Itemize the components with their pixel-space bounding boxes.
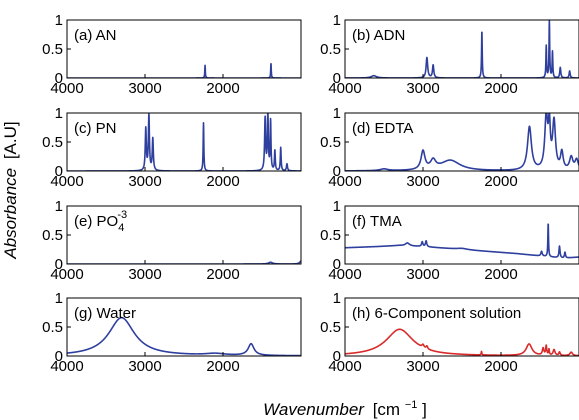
x-tick-label: 3000 xyxy=(128,266,161,283)
x-tick-label: 3000 xyxy=(128,80,161,97)
y-tick-label: 1 xyxy=(333,12,341,29)
panel-label-c: (c) PN xyxy=(74,120,117,137)
panel-a: 0 0.5 1 4000 3000 2000 (a) AN xyxy=(42,12,302,97)
y-tick-label: 1 xyxy=(55,198,63,215)
x-axis-title-unit-exponent: −1 xyxy=(405,399,418,411)
y-tick-label: 0 xyxy=(55,256,63,273)
panel-d: 0 0.5 1 4000 3000 2000 (d) EDTA xyxy=(320,105,579,190)
x-tick-label: 4000 xyxy=(328,266,361,283)
x-tick-label: 2000 xyxy=(484,80,517,97)
x-tick-label: 3000 xyxy=(128,358,161,375)
x-axis-title-unit-suffix: ] xyxy=(422,400,427,419)
spectrum-line-g xyxy=(67,316,301,356)
x-tick-label: 3000 xyxy=(128,173,161,190)
x-tick-label: 3000 xyxy=(406,173,439,190)
y-tick-label: 0 xyxy=(333,256,341,273)
panel-label-f: (f) TMA xyxy=(352,213,402,230)
panel-h: 0 0.5 1 4000 3000 2000 (h) 6-Component solutio… xyxy=(320,290,579,375)
panel-label-g: (g) Water xyxy=(74,305,136,322)
y-axis-title-unit: [A.U] xyxy=(1,121,20,159)
panel-f: 0 0.5 1 4000 3000 2000 (f) TMA xyxy=(320,198,579,283)
x-tick-label: 3000 xyxy=(406,80,439,97)
panel-label-e: (e) PO4-3 xyxy=(74,209,127,234)
x-axis-title-quantity: Wavenumber xyxy=(263,400,365,419)
y-tick-label: 0 xyxy=(333,70,341,87)
spectrum-line-h xyxy=(345,328,579,356)
x-tick-label: 4000 xyxy=(328,358,361,375)
y-tick-label: 1 xyxy=(333,105,341,122)
y-tick-label: 0 xyxy=(333,348,341,365)
y-axis-title-quantity: Absorbance xyxy=(1,168,20,260)
x-tick-label: 2000 xyxy=(206,266,239,283)
spectrum-line-a xyxy=(67,63,301,78)
y-tick-label: 0.5 xyxy=(42,227,63,244)
x-tick-label: 3000 xyxy=(406,266,439,283)
y-tick-label: 0.5 xyxy=(320,134,341,151)
y-tick-label: 1 xyxy=(55,105,63,122)
y-tick-label: 0.5 xyxy=(42,41,63,58)
y-tick-label: 0.5 xyxy=(42,319,63,336)
x-tick-label: 2000 xyxy=(206,173,239,190)
x-tick-label: 2000 xyxy=(206,358,239,375)
y-tick-label: 0.5 xyxy=(320,41,341,58)
panel-b: 0 0.5 1 4000 3000 2000 (b) ADN xyxy=(320,12,579,97)
y-tick-label: 0 xyxy=(333,163,341,180)
x-tick-label: 4000 xyxy=(50,358,83,375)
y-tick-label: 0 xyxy=(55,163,63,180)
x-tick-label: 2000 xyxy=(206,80,239,97)
panel-label-h: (h) 6-Component solution xyxy=(352,305,521,322)
x-tick-label: 2000 xyxy=(484,266,517,283)
y-tick-label: 1 xyxy=(333,290,341,307)
y-tick-label: 0.5 xyxy=(320,227,341,244)
x-axis-title: Wavenumber [cm −1 ] xyxy=(263,393,427,419)
panel-grid: 0 0.5 1 4000 3000 2000 (a) AN 0 0.5 1 4000 3000 2000… xyxy=(42,12,579,375)
x-tick-label: 4000 xyxy=(328,173,361,190)
x-tick-label: 2000 xyxy=(484,358,517,375)
panel-label-a: (a) AN xyxy=(74,27,117,44)
panel-c: 0 0.5 1 4000 3000 2000 (c) PN xyxy=(42,105,302,190)
spectrum-line-f xyxy=(345,223,579,259)
panel-label-d: (d) EDTA xyxy=(352,120,413,137)
y-tick-label: 1 xyxy=(333,198,341,215)
y-axis-title: Absorbance [A.U] xyxy=(1,121,20,259)
x-tick-label: 2000 xyxy=(484,173,517,190)
y-tick-label: 0 xyxy=(55,348,63,365)
y-tick-label: 0.5 xyxy=(42,134,63,151)
y-tick-label: 0.5 xyxy=(320,319,341,336)
y-tick-label: 1 xyxy=(55,290,63,307)
panel-label-b: (b) ADN xyxy=(352,27,405,44)
x-tick-label: 4000 xyxy=(328,80,361,97)
spectrum-line-d xyxy=(345,113,579,171)
panel-g: 0 0.5 1 4000 3000 2000 (g) Water xyxy=(42,290,302,375)
x-tick-label: 4000 xyxy=(50,266,83,283)
x-axis-title-unit-prefix: [cm xyxy=(373,400,400,419)
x-tick-label: 4000 xyxy=(50,80,83,97)
y-tick-label: 0 xyxy=(55,70,63,87)
y-tick-label: 1 xyxy=(55,12,63,29)
x-tick-label: 4000 xyxy=(50,173,83,190)
x-tick-label: 3000 xyxy=(406,358,439,375)
panel-e: 0 0.5 1 4000 3000 2000 (e) PO4-3 xyxy=(42,198,302,283)
